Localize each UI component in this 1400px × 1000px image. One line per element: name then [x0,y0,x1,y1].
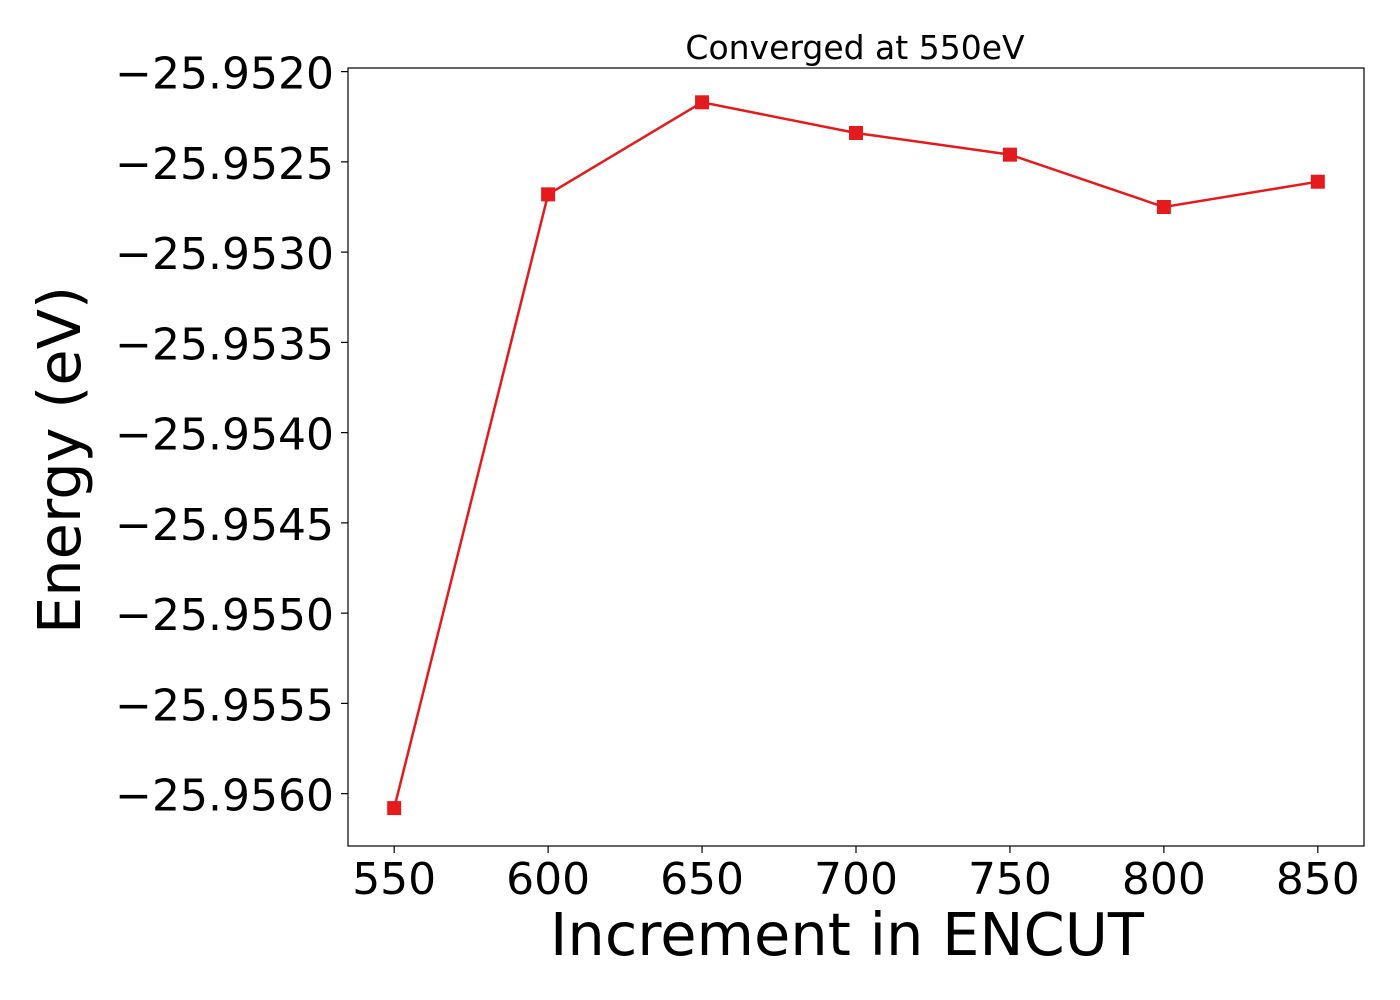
y-tick-label: −25.9530 [115,229,334,280]
y-tick-label: −25.9545 [115,500,334,551]
y-tick-label: −25.9555 [115,680,334,731]
data-point-marker [1156,199,1171,214]
data-point-marker [1310,174,1325,189]
x-tick-label: 600 [506,854,590,905]
chart-title: Converged at 550eV [685,28,1025,67]
x-axis: 550 600 650 700 750 800 850 [352,846,1360,905]
data-point-marker [541,187,556,202]
y-tick-label: −25.9560 [115,771,334,822]
y-tick-label: −25.9535 [115,319,334,370]
x-tick-label: 550 [352,854,436,905]
y-axis-title: Energy (eV) [25,286,94,634]
x-tick-label: 750 [968,854,1052,905]
data-point-marker [849,125,863,140]
x-tick-label: 850 [1276,854,1360,905]
series-layer [387,95,1325,816]
x-tick-label: 800 [1122,854,1206,905]
data-point-marker [1002,147,1017,162]
y-tick-label: −25.9540 [115,410,334,461]
data-point-marker [695,95,710,110]
y-tick-label: −25.9550 [115,590,334,641]
x-tick-label: 650 [660,854,744,905]
data-point-marker [387,801,402,816]
y-tick-label: −25.9525 [115,139,334,190]
y-axis: −25.9520 −25.9525 −25.9530 −25.9535 −25.9540… [115,49,348,822]
x-axis-title: Increment in ENCUT [550,900,1145,969]
x-tick-label: 700 [814,854,898,905]
y-tick-label: −25.9520 [115,49,334,100]
